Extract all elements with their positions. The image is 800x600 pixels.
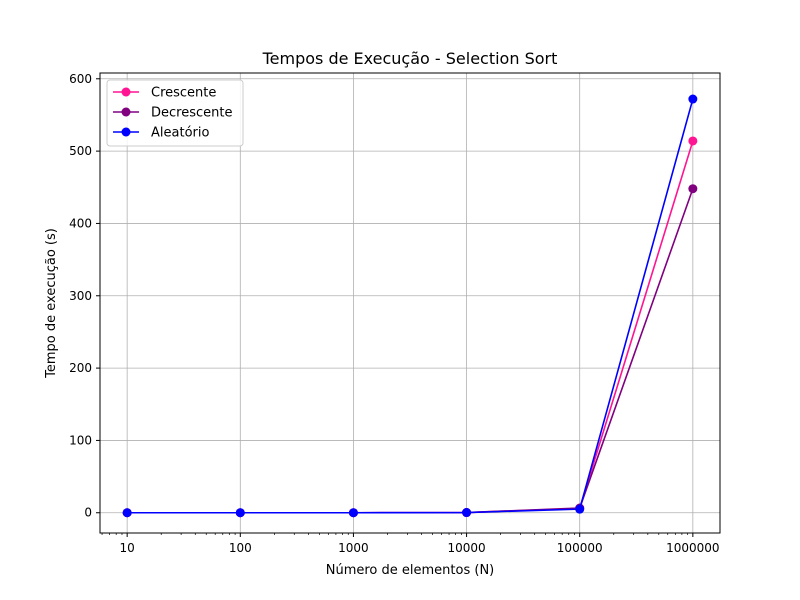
- data-point: [575, 504, 585, 514]
- legend-marker: [121, 87, 131, 97]
- x-tick-label: 100000: [557, 541, 603, 555]
- x-tick-label: 100: [229, 541, 252, 555]
- y-tick-label: 500: [69, 144, 92, 158]
- data-point: [688, 184, 698, 194]
- series-group: [122, 94, 698, 518]
- legend-box: [106, 79, 244, 147]
- y-tick-label: 300: [69, 289, 92, 303]
- y-axis-label: Tempo de execução (s): [44, 228, 59, 379]
- legend-marker: [121, 127, 131, 137]
- data-point: [462, 508, 472, 518]
- x-axis-label: Número de elementos (N): [326, 563, 495, 578]
- x-tick-label: 1000000: [666, 541, 719, 555]
- legend-label: Crescente: [151, 86, 216, 101]
- data-point: [235, 508, 245, 518]
- y-tick-label: 0: [84, 506, 92, 520]
- plot-frame: [99, 72, 721, 534]
- y-tick-label: 100: [69, 433, 92, 447]
- y-axis-ticks: 0 100 200 300 400 500 600: [69, 72, 100, 520]
- data-point: [688, 136, 698, 146]
- grid: [100, 73, 720, 533]
- chart-title: Tempos de Execução - Selection Sort: [262, 49, 558, 68]
- series-line: [127, 98, 694, 514]
- x-tick-label: 10: [120, 541, 135, 555]
- x-tick-label: 10000: [447, 541, 485, 555]
- data-point: [688, 94, 698, 104]
- legend-label: Decrescente: [151, 106, 232, 121]
- data-point: [348, 508, 358, 518]
- y-tick-label: 200: [69, 361, 92, 375]
- y-tick-label: 600: [69, 72, 92, 86]
- legend-marker: [121, 107, 131, 117]
- data-point: [122, 508, 132, 518]
- x-axis-ticks: 10 100 1000 10000 100000 1000000: [101, 533, 720, 555]
- legend: Crescente Decrescente Aleatório: [106, 79, 244, 147]
- y-tick-label: 400: [69, 216, 92, 230]
- legend-label: Aleatório: [151, 126, 209, 141]
- x-tick-label: 1000: [338, 541, 369, 555]
